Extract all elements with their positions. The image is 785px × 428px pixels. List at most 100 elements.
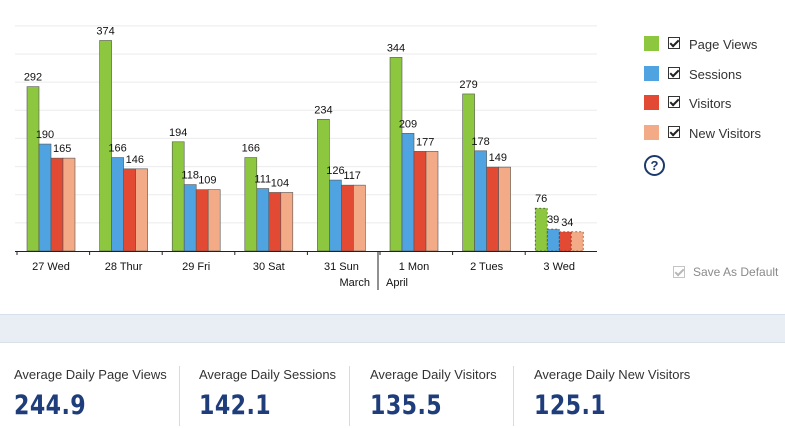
data-label: 76 <box>535 193 547 205</box>
bar-new-visitors <box>280 192 294 252</box>
bar-new-visitors <box>570 231 584 252</box>
bar-sessions <box>474 150 487 252</box>
bar-new-visitors <box>135 168 148 252</box>
help-icon[interactable]: ? <box>644 155 665 176</box>
legend-label-visitors: Visitors <box>689 96 732 111</box>
data-label: 104 <box>271 177 289 189</box>
bar-page-views <box>462 93 475 252</box>
stat-label-new-visitors: Average Daily New Visitors <box>534 367 691 382</box>
legend-item-sessions[interactable]: Sessions <box>644 64 784 84</box>
data-label: 165 <box>53 143 71 155</box>
legend-label-page-views: Page Views <box>689 37 758 52</box>
bar-new-visitors <box>62 157 76 252</box>
stat-value-new-visitors: 125.1 <box>534 390 607 421</box>
bar-page-views <box>244 157 258 252</box>
data-label: 118 <box>181 170 199 182</box>
sessions-swatch <box>644 66 659 81</box>
x-tick-label: 3 Wed <box>543 261 575 273</box>
x-tick-label: 27 Wed <box>32 261 70 273</box>
visitors-swatch <box>644 95 659 110</box>
bar-sessions <box>256 188 270 252</box>
month-label-march: March <box>339 277 370 289</box>
bar-new-visitors <box>498 166 511 252</box>
bar-visitors <box>558 231 572 252</box>
stat-visitors: Average Daily Visitors 135.5 <box>370 367 497 421</box>
data-label: 234 <box>314 104 332 116</box>
bar-sessions <box>111 157 124 252</box>
data-label: 279 <box>459 79 477 91</box>
bar-new-visitors <box>207 189 221 252</box>
x-tick-label: 28 Thur <box>105 261 143 273</box>
stat-value-page-views: 244.9 <box>14 390 87 421</box>
legend-item-page-views[interactable]: Page Views <box>644 34 784 54</box>
stat-sessions: Average Daily Sessions 142.1 <box>199 367 336 421</box>
data-label: 344 <box>387 42 405 54</box>
data-label: 178 <box>471 136 489 148</box>
data-label: 374 <box>96 25 114 37</box>
data-label: 194 <box>169 127 187 139</box>
bar-new-visitors <box>353 184 366 252</box>
x-tick-label: 2 Tues <box>470 261 504 273</box>
bar-page-views <box>317 118 330 252</box>
bar-page-views <box>534 207 548 252</box>
page-views-swatch <box>644 36 659 51</box>
stat-value-visitors: 135.5 <box>370 390 443 421</box>
bar-sessions <box>183 184 197 252</box>
x-tick-label: 30 Sat <box>253 261 285 273</box>
bar-page-views <box>389 57 403 252</box>
bar-sessions <box>401 133 415 252</box>
stat-value-sessions: 142.1 <box>199 390 272 421</box>
stat-label-sessions: Average Daily Sessions <box>199 367 337 382</box>
month-label-april: April <box>386 277 408 289</box>
legend-label-new-visitors: New Visitors <box>689 126 762 141</box>
sessions-checkbox[interactable] <box>668 67 680 79</box>
bar-visitors <box>341 184 354 252</box>
legend-item-visitors[interactable]: Visitors <box>644 93 784 113</box>
bar-visitors <box>486 166 499 252</box>
divider-band <box>0 314 785 343</box>
data-label: 209 <box>399 118 417 130</box>
stat-page-views: Average Daily Page Views 244.9 <box>14 367 167 421</box>
stat-divider <box>179 366 180 426</box>
bar-page-views <box>171 141 185 252</box>
x-tick-label: 1 Mon <box>399 261 430 273</box>
x-tick-label: 29 Fri <box>182 261 210 273</box>
legend-item-new-visitors[interactable]: New Visitors <box>644 123 784 143</box>
bar-visitors <box>195 189 209 252</box>
bar-visitors <box>123 168 136 252</box>
data-label: 39 <box>547 214 559 226</box>
data-label: 292 <box>24 72 42 84</box>
stat-label-page-views: Average Daily Page Views <box>14 367 167 382</box>
stat-label-visitors: Average Daily Visitors <box>370 367 497 382</box>
stat-divider <box>349 366 350 426</box>
data-label: 149 <box>489 152 507 164</box>
bar-page-views <box>26 86 40 252</box>
bar-visitors <box>413 151 427 252</box>
visitors-checkbox[interactable] <box>668 96 680 108</box>
new-visitors-checkbox[interactable] <box>668 126 680 138</box>
data-label: 146 <box>126 154 144 166</box>
data-label: 34 <box>561 217 573 229</box>
data-label: 190 <box>36 129 54 141</box>
bar-sessions <box>329 179 342 252</box>
data-label: 111 <box>254 174 271 186</box>
save-as-default-label: Save As Default <box>693 265 779 279</box>
bar-new-visitors <box>425 151 439 252</box>
data-label: 109 <box>198 175 216 187</box>
bar-sessions <box>38 143 52 252</box>
bar-sessions <box>546 228 560 252</box>
data-label: 166 <box>242 143 260 155</box>
data-label: 177 <box>416 136 434 148</box>
legend-label-sessions: Sessions <box>689 67 742 82</box>
new-visitors-swatch <box>644 125 659 140</box>
bar-visitors <box>268 192 282 252</box>
page-views-checkbox[interactable] <box>668 37 680 49</box>
data-label: 126 <box>326 165 344 177</box>
stat-new-visitors: Average Daily New Visitors 125.1 <box>534 367 690 421</box>
save-as-default-checkbox[interactable] <box>673 266 685 278</box>
x-tick-label: 31 Sun <box>324 261 359 273</box>
data-label: 117 <box>343 170 361 182</box>
bar-chart: 292 190 165 27 Wed 374 166 146 28 Thur 194 118 109… <box>15 25 597 290</box>
bar-visitors <box>50 157 64 252</box>
stat-divider <box>513 366 514 426</box>
